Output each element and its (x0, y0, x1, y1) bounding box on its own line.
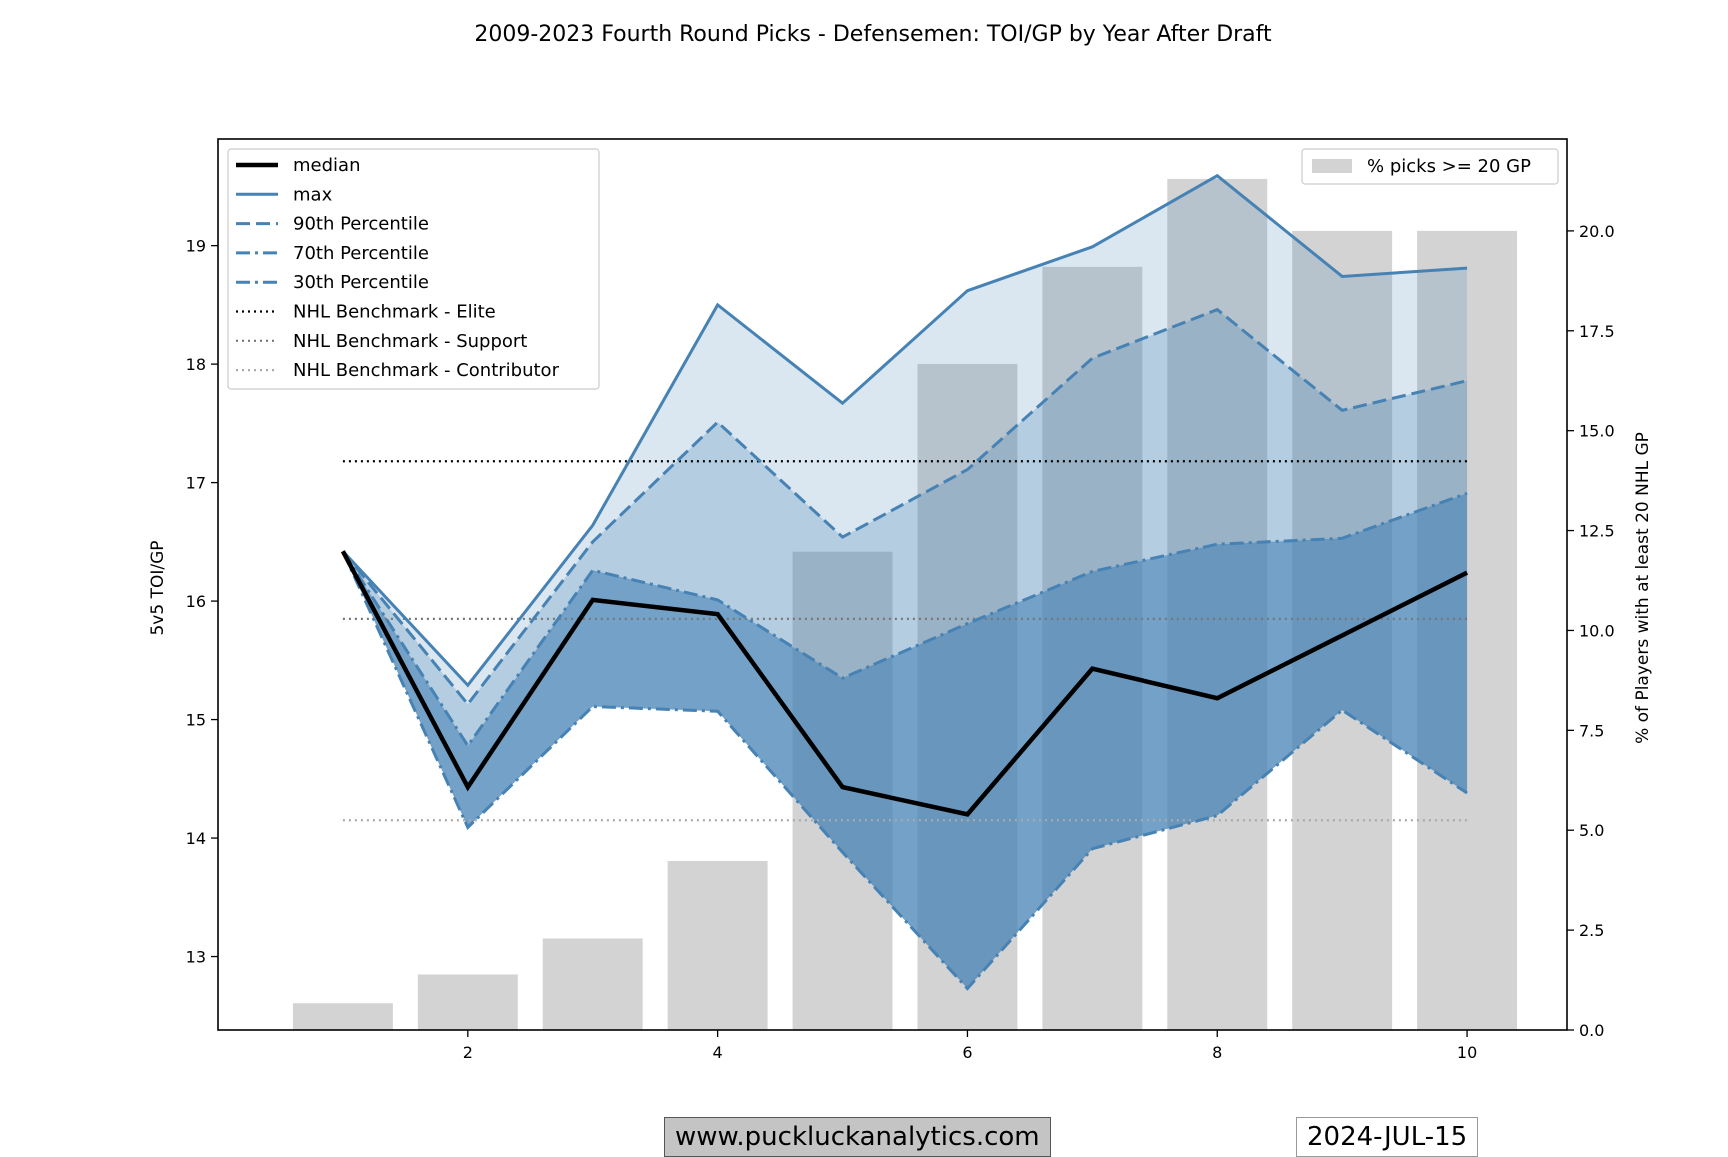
legend-label: NHL Benchmark - Support (293, 331, 527, 352)
bar-year-1 (292, 1003, 393, 1030)
legend-label: 70th Percentile (293, 243, 429, 264)
plot-frame (217, 138, 1568, 1031)
date-stamp: 2024-JUL-15 (1296, 1117, 1479, 1157)
series-line-70th-percentile (341, 491, 1468, 749)
website-watermark: www.puckluckanalytics.com (664, 1117, 1051, 1157)
legend-label: NHL Benchmark - Contributor (293, 360, 560, 381)
y2-tick-label: 10.0 (1579, 621, 1615, 640)
band-70th-30th (342, 493, 1468, 989)
x-tick-label: 10 (1457, 1043, 1477, 1062)
y-axis-label: 5v5 TOI/GP (148, 540, 168, 635)
x-tick-label: 6 (962, 1043, 972, 1062)
y-tick-label: 14 (186, 829, 206, 848)
series-line-max (341, 173, 1468, 688)
y2-tick-label: 0.0 (1579, 1021, 1604, 1040)
y2-tick-label: 17.5 (1579, 322, 1615, 341)
y-tick-label: 16 (186, 592, 206, 611)
legend-box-right (1301, 148, 1559, 185)
y2-axis-label: % of Players with at least 20 NHL GP (1633, 432, 1653, 744)
legend-label: max (293, 184, 333, 205)
legend-label: NHL Benchmark - Elite (293, 302, 496, 323)
x-tick-label: 4 (713, 1043, 723, 1062)
y-tick-label: 15 (186, 711, 206, 730)
band-max-90th (342, 175, 1468, 705)
y-tick-label: 18 (186, 355, 206, 374)
bar-year-2 (417, 974, 518, 1030)
chart-title: 2009-2023 Fourth Round Picks - Defenseme… (474, 22, 1272, 47)
y-tick-label: 17 (186, 474, 206, 493)
y2-tick-label: 15.0 (1579, 422, 1615, 441)
legend-swatch-bars (1312, 159, 1352, 173)
y2-tick-label: 2.5 (1579, 921, 1604, 940)
y2-tick-label: 5.0 (1579, 821, 1604, 840)
bar-year-3 (542, 938, 643, 1030)
band-90th-70th (342, 309, 1468, 746)
x-tick-label: 2 (463, 1043, 473, 1062)
legend-label: 30th Percentile (293, 272, 429, 293)
legend-box-left (227, 148, 600, 390)
legend-label: % picks >= 20 GP (1367, 156, 1531, 177)
series-line-median (340, 550, 1469, 817)
y-tick-label: 13 (186, 948, 206, 967)
legend-label: median (293, 155, 360, 176)
legend-label: 90th Percentile (293, 214, 429, 235)
y2-tick-label: 7.5 (1579, 721, 1604, 740)
x-tick-label: 8 (1212, 1043, 1222, 1062)
y2-tick-label: 12.5 (1579, 522, 1615, 541)
series-line-90th-percentile (341, 307, 1468, 707)
bar-year-4 (667, 860, 768, 1030)
series-line-30th-percentile (341, 550, 1468, 991)
y-tick-label: 19 (186, 237, 206, 256)
y2-tick-label: 20.0 (1579, 222, 1615, 241)
